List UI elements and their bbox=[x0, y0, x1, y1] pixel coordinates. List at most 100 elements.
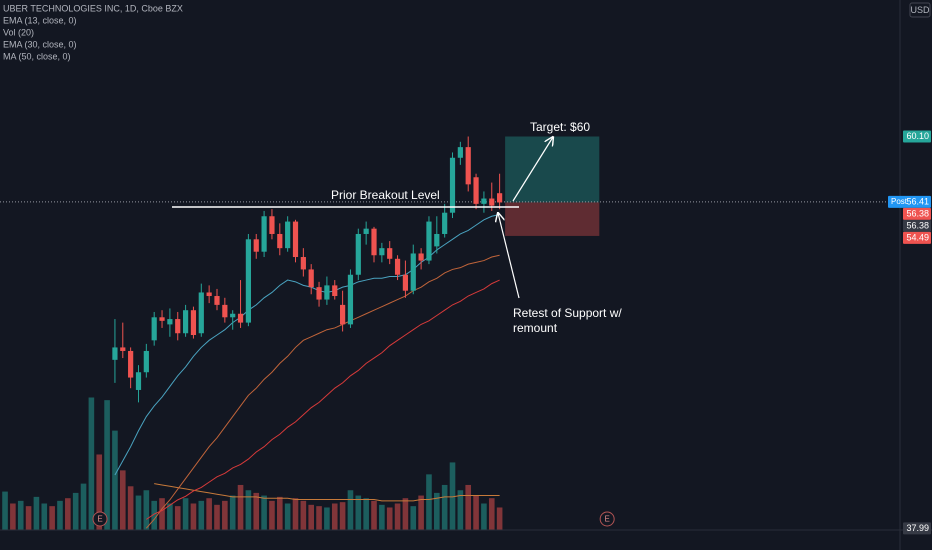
volume-bar bbox=[214, 504, 220, 530]
candle-body bbox=[308, 269, 314, 288]
candle-body bbox=[135, 372, 142, 390]
volume-bar bbox=[151, 500, 157, 530]
candle-body bbox=[120, 347, 126, 351]
volume-bar bbox=[49, 506, 55, 530]
earnings-marker bbox=[92, 511, 108, 527]
indicators bbox=[114, 213, 500, 529]
volume-bar bbox=[269, 500, 275, 530]
volume-bar bbox=[2, 491, 8, 530]
volume-bar bbox=[25, 506, 32, 530]
candle-body bbox=[394, 258, 401, 275]
volume-bar bbox=[72, 492, 79, 530]
volume-bar bbox=[426, 474, 432, 530]
volume-bar bbox=[441, 484, 448, 530]
price-tag bbox=[903, 207, 931, 220]
volume-bar bbox=[347, 490, 354, 530]
volume-bar bbox=[386, 507, 393, 530]
candle-body bbox=[143, 350, 149, 373]
volume-bar bbox=[292, 498, 299, 530]
volume-bar bbox=[402, 498, 409, 530]
legend-entry: EMA (30, close, 0) bbox=[3, 39, 77, 49]
candle-body bbox=[332, 285, 338, 297]
candle-body bbox=[253, 239, 259, 252]
volume-bar bbox=[17, 500, 24, 530]
volume-bar bbox=[300, 500, 307, 530]
price-tag bbox=[903, 522, 931, 535]
candle-body bbox=[269, 216, 275, 234]
candle-body bbox=[418, 253, 424, 261]
volume-bar bbox=[174, 506, 181, 530]
volume-bar bbox=[112, 430, 118, 530]
earnings-label: E bbox=[604, 515, 609, 524]
volume bbox=[2, 397, 503, 530]
candle-body bbox=[175, 319, 181, 334]
volume-bar bbox=[222, 500, 228, 530]
volume-bar bbox=[229, 495, 236, 530]
volume-bar bbox=[33, 496, 40, 530]
volume-bar bbox=[379, 504, 385, 530]
candle-body bbox=[442, 212, 448, 234]
candle-body bbox=[261, 216, 267, 252]
candle-body bbox=[473, 177, 479, 204]
legend-entry: MA (50, close, 0) bbox=[3, 51, 71, 61]
candle-body bbox=[277, 233, 283, 249]
price-tag bbox=[888, 195, 931, 208]
volume-bar bbox=[465, 484, 472, 530]
volume-bar bbox=[394, 503, 401, 530]
candle-body bbox=[190, 310, 197, 336]
volume-bar bbox=[253, 492, 260, 530]
price-tag bbox=[903, 219, 931, 232]
candle-body bbox=[410, 253, 416, 291]
price-tag-label: 60.10 bbox=[906, 131, 929, 141]
indicator-line bbox=[145, 254, 500, 529]
price-tag-label: 37.99 bbox=[906, 523, 929, 533]
annotation: Target: $60 bbox=[530, 120, 590, 134]
candle-body bbox=[245, 239, 251, 323]
target-zone bbox=[505, 136, 600, 203]
price-tag-prefix: Post bbox=[891, 197, 908, 206]
volume-bar bbox=[119, 470, 126, 530]
volume-bar bbox=[410, 506, 417, 530]
volume-bar bbox=[418, 495, 424, 530]
volume-bar bbox=[127, 486, 134, 530]
candle-body bbox=[112, 347, 118, 360]
candle-body bbox=[434, 233, 440, 247]
volume-bar bbox=[449, 462, 456, 530]
earnings-marker bbox=[599, 511, 615, 527]
volume-bar bbox=[339, 502, 346, 530]
candle-body bbox=[355, 233, 361, 275]
price-tag-label: 56.38 bbox=[906, 220, 929, 230]
candle-body bbox=[489, 198, 495, 206]
volume-bar bbox=[488, 498, 495, 530]
candle-body bbox=[402, 274, 409, 291]
price-tag-label: 56.38 bbox=[906, 208, 929, 218]
indicator-line bbox=[146, 279, 500, 520]
candle-body bbox=[347, 274, 354, 325]
volume-bar bbox=[371, 500, 377, 530]
volume-bar bbox=[96, 454, 103, 530]
volume-bar bbox=[57, 500, 63, 530]
candle-body bbox=[230, 313, 236, 318]
price-tag-label: 56.41 bbox=[906, 196, 929, 206]
candle-body bbox=[316, 287, 322, 300]
price-tag-label: 54.49 bbox=[906, 232, 929, 242]
target-arrow bbox=[512, 137, 553, 202]
volume-bar bbox=[104, 400, 110, 530]
volume-bar bbox=[245, 490, 252, 530]
volume-bar bbox=[65, 498, 71, 530]
indicator-line bbox=[114, 213, 500, 476]
candle-body bbox=[128, 350, 134, 378]
candle-body bbox=[363, 228, 369, 234]
candle-body bbox=[426, 221, 432, 261]
volume-bar bbox=[308, 504, 315, 530]
candle-body bbox=[237, 313, 244, 323]
volume-bar bbox=[355, 495, 362, 530]
volume-bar bbox=[167, 503, 173, 530]
volume-bar bbox=[10, 503, 16, 530]
candle-body bbox=[182, 310, 189, 334]
earnings-label: E bbox=[97, 515, 102, 524]
candle-body bbox=[371, 228, 377, 256]
